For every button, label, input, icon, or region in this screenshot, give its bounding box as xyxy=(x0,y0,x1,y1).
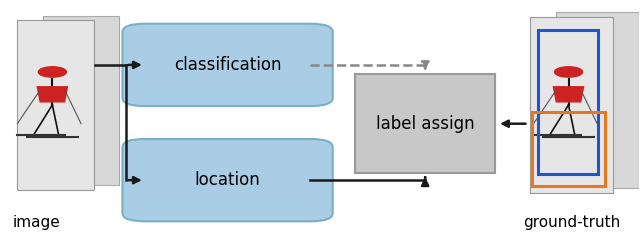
Polygon shape xyxy=(36,86,68,103)
Text: classification: classification xyxy=(174,56,282,74)
Polygon shape xyxy=(531,17,613,193)
Circle shape xyxy=(38,67,67,77)
Polygon shape xyxy=(552,86,584,103)
Polygon shape xyxy=(43,15,119,185)
Text: label assign: label assign xyxy=(376,115,474,133)
Polygon shape xyxy=(17,20,94,189)
FancyBboxPatch shape xyxy=(122,24,333,106)
Bar xyxy=(355,74,495,173)
Polygon shape xyxy=(556,12,639,188)
Text: location: location xyxy=(195,171,260,189)
Text: image: image xyxy=(13,214,60,230)
FancyBboxPatch shape xyxy=(122,139,333,221)
Circle shape xyxy=(554,67,582,77)
Text: ground-truth: ground-truth xyxy=(523,214,620,230)
